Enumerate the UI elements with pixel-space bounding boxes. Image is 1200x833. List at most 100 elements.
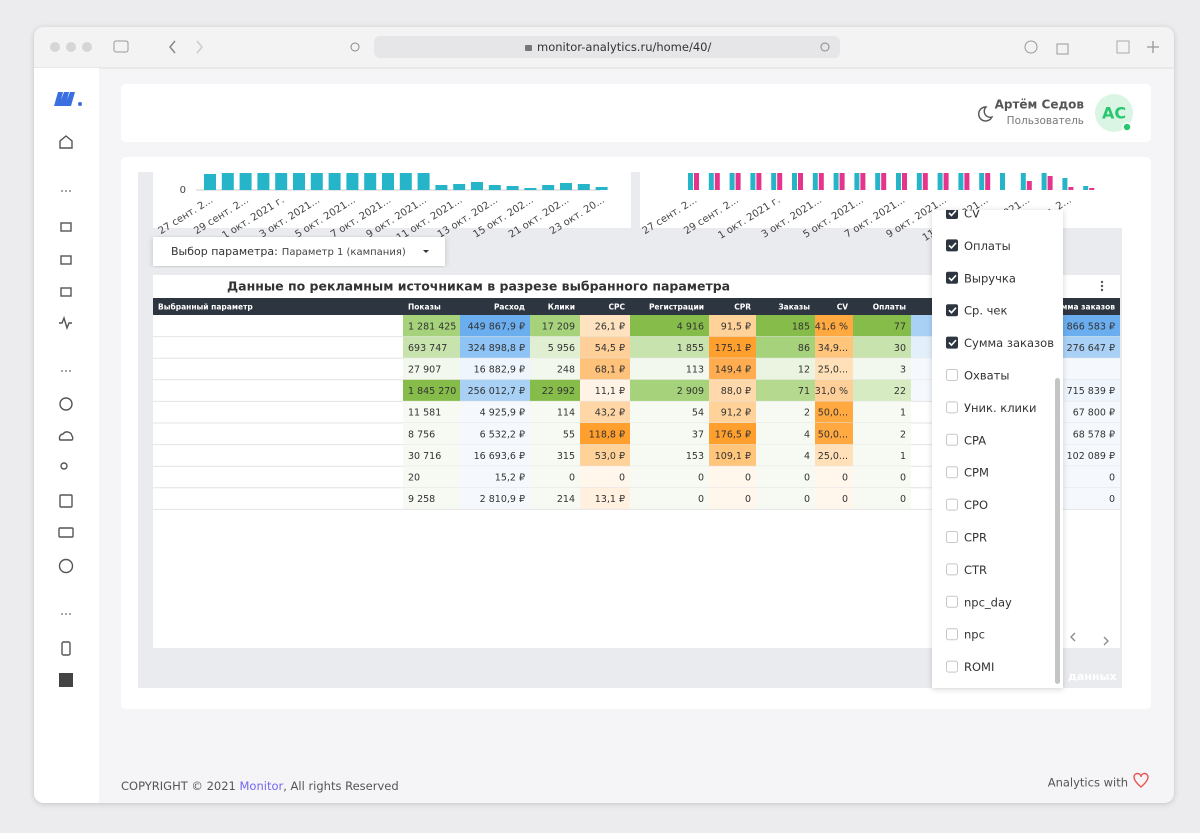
cell-value: 50,0... <box>818 408 848 419</box>
table-cell <box>815 401 853 423</box>
parameter-select[interactable] <box>153 237 445 266</box>
bar <box>1026 181 1032 190</box>
forward-button[interactable] <box>196 40 203 54</box>
lock-icon[interactable] <box>60 287 72 297</box>
cell-value: 86 <box>798 343 810 354</box>
table-cell <box>530 336 580 359</box>
share-icon[interactable] <box>1056 43 1069 55</box>
checkbox[interactable] <box>946 531 958 543</box>
cell-value: 4 866 583 ₽ <box>1058 321 1115 332</box>
table-cell <box>756 379 815 402</box>
check-mark <box>948 307 957 314</box>
checkbox[interactable] <box>946 369 958 381</box>
lock-icon[interactable] <box>60 222 72 232</box>
help-icon[interactable] <box>58 558 74 574</box>
column-header: Выбранный параметр <box>158 303 253 312</box>
bar <box>860 173 866 190</box>
table-cell <box>403 358 460 380</box>
qr-icon[interactable] <box>59 673 73 687</box>
table-cell <box>709 487 756 510</box>
bar <box>875 173 881 190</box>
theme-icon[interactable] <box>350 42 360 52</box>
bar <box>453 184 466 190</box>
bar <box>524 188 537 190</box>
avatar[interactable] <box>1095 94 1133 132</box>
table-cell <box>530 401 580 423</box>
bar <box>506 186 519 190</box>
cell-value: 0 <box>745 473 751 484</box>
window-button[interactable] <box>82 42 92 52</box>
table-cell <box>756 466 815 488</box>
checkbox[interactable] <box>946 466 958 479</box>
checkbox[interactable] <box>946 498 958 511</box>
cell-value: 0 <box>745 494 751 505</box>
checkbox[interactable] <box>946 563 958 576</box>
cell-value: 1 845 270 <box>408 386 456 397</box>
theme-toggle[interactable] <box>978 106 994 122</box>
checkbox[interactable] <box>946 401 958 414</box>
table-cell <box>403 487 460 510</box>
cell-value: 176,5 ₽ <box>715 429 751 440</box>
bar <box>708 173 714 190</box>
cloud-icon[interactable] <box>58 431 74 441</box>
download-icon[interactable] <box>1024 40 1038 54</box>
checkbox[interactable] <box>946 304 958 317</box>
activity-icon[interactable] <box>59 315 72 331</box>
checkbox[interactable] <box>946 336 958 349</box>
home-icon[interactable] <box>59 135 73 149</box>
checkbox[interactable] <box>946 660 958 673</box>
table-cell <box>1058 336 1120 359</box>
board-icon[interactable] <box>59 494 73 508</box>
checkbox[interactable] <box>946 433 958 446</box>
user-name: Артём Седов <box>995 98 1085 112</box>
window-button[interactable] <box>66 42 76 52</box>
user-role: Пользователь <box>1007 115 1084 127</box>
cell-value: 214 <box>557 494 575 505</box>
cell-value: 5 956 <box>548 343 575 354</box>
back-button[interactable] <box>169 40 176 54</box>
monitor-icon[interactable] <box>58 527 74 538</box>
menu-item: Уник. клики <box>964 401 1036 415</box>
checkbox[interactable] <box>946 207 958 219</box>
menu-list: CV Оплаты Выручка Ср. чек Сумма заказов Охват… <box>946 207 1054 674</box>
bar <box>777 173 783 190</box>
bar <box>1000 173 1005 190</box>
brand-link[interactable]: Monitor <box>240 779 284 793</box>
checkbox[interactable] <box>946 271 958 284</box>
heart-icon <box>1133 772 1149 788</box>
column-header: Расход <box>494 303 525 312</box>
cell-value: 50,0... <box>818 429 848 440</box>
checkbox[interactable] <box>946 628 958 641</box>
window-button[interactable] <box>50 42 60 52</box>
tabs-icon[interactable] <box>1116 40 1130 54</box>
checkbox[interactable] <box>946 595 958 608</box>
cell-value: 68 578 ₽ <box>1073 429 1115 440</box>
cell-value: 324 898,8 ₽ <box>468 343 525 354</box>
table-cell <box>815 444 853 467</box>
lock-icon[interactable] <box>60 255 72 265</box>
sidebar-toggle[interactable] <box>113 40 129 53</box>
mobile-icon[interactable] <box>61 641 71 656</box>
table-cell <box>1058 466 1120 488</box>
cell-value: 0 <box>842 494 848 505</box>
table-cell <box>580 466 630 488</box>
cell-value: 4 925,9 ₽ <box>480 408 525 419</box>
bar <box>714 173 720 190</box>
bar <box>417 173 430 190</box>
address-bar[interactable] <box>374 36 840 58</box>
cell-value: 68,1 ₽ <box>595 365 625 376</box>
checkbox[interactable] <box>946 239 958 252</box>
users-icon[interactable] <box>60 462 68 470</box>
cell-value: 114 <box>557 408 575 419</box>
bar <box>542 185 555 190</box>
column-header: Заказы <box>778 303 810 312</box>
select-value: Параметр 1 (кампания) <box>282 247 406 258</box>
pagination[interactable] <box>1070 632 1109 646</box>
menu-scrollbar[interactable] <box>1055 378 1060 684</box>
column-header: Оплаты <box>873 303 906 312</box>
new-tab[interactable] <box>1147 41 1159 53</box>
settings-icon[interactable] <box>59 397 73 411</box>
logo[interactable] <box>54 92 75 106</box>
table-cell <box>630 379 709 402</box>
